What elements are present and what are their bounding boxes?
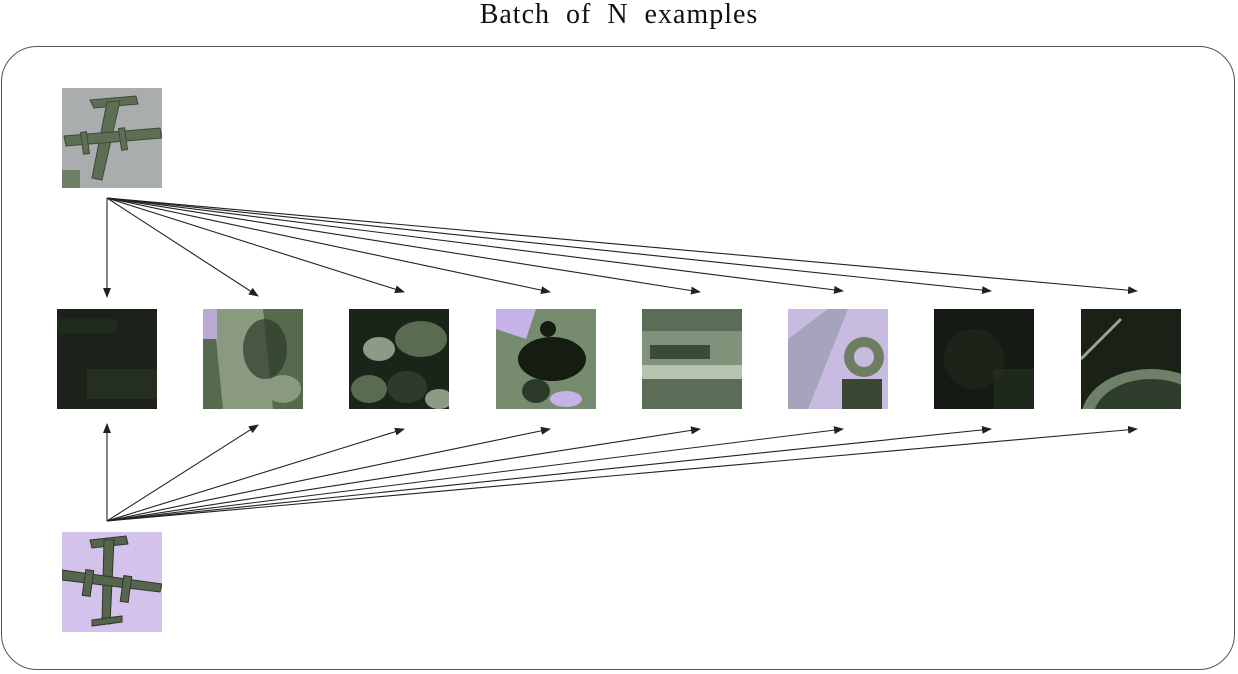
- diagram-title: Batch of N examples: [479, 0, 759, 30]
- batch-image-2-cat-like: [203, 309, 303, 409]
- batch-image-4-bird: [496, 309, 596, 409]
- batch-image-5-truck: [642, 309, 742, 409]
- batch-image-1-dark-noise: [57, 309, 157, 409]
- arrow-bottom-to-2: [106, 424, 259, 522]
- arrow-top-to-4: [106, 197, 551, 295]
- batch-image-6-monkey: [788, 309, 888, 409]
- anchor-image-bottom: [62, 532, 162, 632]
- arrow-bottom-to-5: [106, 426, 701, 522]
- batch-panel: [1, 46, 1235, 670]
- batch-image-8-dark-round: [1081, 309, 1181, 409]
- arrow-top-to-8: [106, 197, 1138, 295]
- arrow-top-to-6: [106, 197, 844, 294]
- arrow-bottom-to-3: [106, 427, 405, 522]
- arrow-bottom-to-4: [106, 426, 551, 522]
- arrow-top-to-3: [106, 197, 405, 294]
- anchor-image-top: [62, 88, 162, 188]
- batch-image-3-dark-blobs: [349, 309, 449, 409]
- arrow-bottom-to-8: [106, 425, 1138, 522]
- arrow-bottom-to-6: [106, 426, 844, 522]
- arrow-top-to-7: [106, 197, 992, 295]
- batch-image-7-dark-scene: [934, 309, 1034, 409]
- arrow-top-to-5: [106, 197, 701, 295]
- arrow-top-to-2: [106, 197, 259, 297]
- arrow-bottom-to-7: [106, 425, 992, 522]
